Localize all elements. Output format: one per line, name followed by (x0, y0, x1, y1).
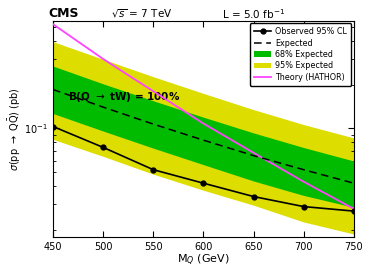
Y-axis label: $\sigma$(pp $\rightarrow$ Q$\bar{\rm Q}$) (pb): $\sigma$(pp $\rightarrow$ Q$\bar{\rm Q}$… (7, 87, 23, 171)
Text: L = 5.0 fb$^{-1}$: L = 5.0 fb$^{-1}$ (222, 7, 285, 21)
Text: B(Q $\rightarrow$ tW) = 100%: B(Q $\rightarrow$ tW) = 100% (68, 90, 180, 104)
Text: $\sqrt{s}$ = 7 TeV: $\sqrt{s}$ = 7 TeV (111, 7, 172, 20)
Legend: Observed 95% CL, Expected, 68% Expected, 95% Expected, Theory (HATHOR): Observed 95% CL, Expected, 68% Expected,… (250, 23, 352, 86)
X-axis label: M$_{Q}$ (GeV): M$_{Q}$ (GeV) (177, 253, 230, 268)
Text: CMS: CMS (48, 7, 78, 20)
